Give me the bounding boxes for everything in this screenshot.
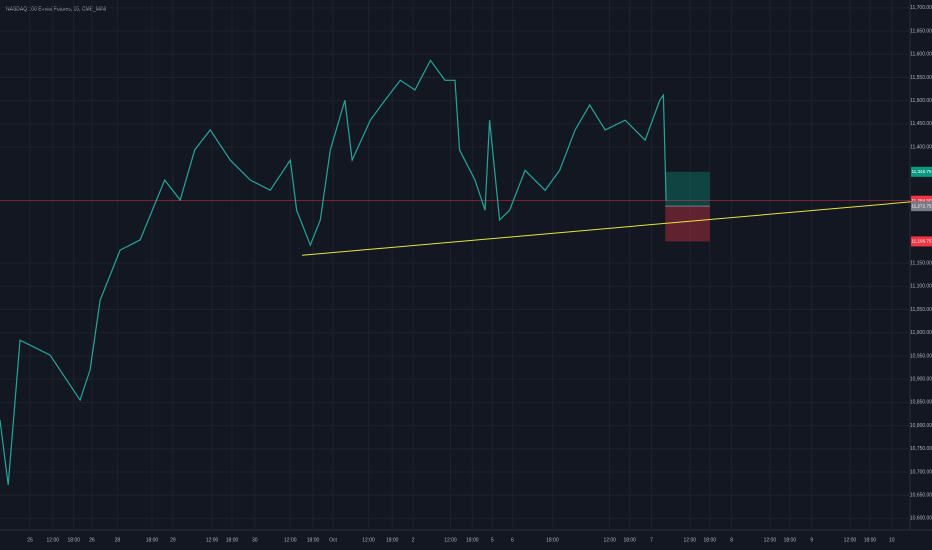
y-tick-label: 10,700.00 [910, 469, 932, 475]
x-tick-label: 25 [27, 537, 33, 543]
entry-tag [911, 201, 932, 212]
y-tick-label: 10,900.00 [910, 376, 932, 382]
x-tick-label: 18:00 [146, 537, 159, 543]
x-tick-label: 12:00 [284, 537, 297, 543]
y-tick-label: 10,800.00 [910, 423, 932, 429]
x-tick-label: 18:00 [226, 537, 239, 543]
y-tick-label: 10,950.00 [910, 353, 932, 359]
current-price-tag [911, 195, 932, 206]
x-tick-label: 18:00 [307, 537, 320, 543]
x-tick-label: 12:00 [603, 537, 616, 543]
x-tick-label: 7 [650, 537, 653, 543]
x-tick-label: 18:00 [386, 537, 399, 543]
x-tick-label: 10 [889, 537, 895, 543]
trendline [302, 199, 932, 256]
x-tick-label: 12:00 [362, 537, 375, 543]
x-tick-label: 18:00 [784, 537, 797, 543]
y-tick-label: 11,050.00 [910, 307, 932, 313]
y-tick-label: 10,600.00 [910, 516, 932, 522]
x-tick-label: 2 [412, 537, 415, 543]
y-tick-label: 11,450.00 [910, 121, 932, 127]
y-tick-label: 11,550.00 [910, 75, 932, 81]
x-tick-label: 30 [252, 537, 258, 543]
x-tick-label: 18:00 [623, 537, 636, 543]
entry-label: 11,272.75 [911, 203, 932, 208]
y-tick-label: 11,650.00 [910, 28, 932, 34]
stop-zone [665, 206, 710, 242]
x-tick-label: 12:00 [206, 537, 219, 543]
y-tick-label: 11,500.00 [910, 98, 932, 104]
y-tick-label: 11,000.00 [910, 330, 932, 336]
y-tick-label: 11,700.00 [910, 5, 932, 11]
x-tick-label: 18:00 [466, 537, 479, 543]
x-tick-label: 29 [170, 537, 176, 543]
price-line [0, 59, 667, 486]
y-tick-label: 10,750.00 [910, 446, 932, 452]
x-tick-label: 26 [89, 537, 95, 543]
x-tick-label: 28 [115, 537, 121, 543]
target-label: 11,346.75 [911, 169, 932, 174]
stop-label: 11,196.75 [911, 239, 932, 244]
x-tick-label: 12:00 [764, 537, 777, 543]
chart-title: NASDAQ 100 E-mini Futures, 15, CME_MINI [6, 6, 106, 12]
current-price-label: 11,284.50 [911, 198, 932, 203]
x-tick-label: 12:00 [684, 537, 697, 543]
y-tick-label: 11,100.00 [910, 284, 932, 290]
x-tick-label: 18:00 [864, 537, 877, 543]
x-tick-label: 8 [730, 537, 733, 543]
x-tick-label: 12:00 [47, 537, 60, 543]
stop-tag [911, 236, 932, 247]
target-zone [665, 171, 710, 207]
x-tick-label: 6 [511, 537, 514, 543]
x-tick-label: 18:00 [704, 537, 717, 543]
y-tick-label: 11,400.00 [910, 144, 932, 150]
x-tick-label: Oct [329, 537, 337, 543]
target-tag [911, 166, 932, 177]
y-tick-label: 10,850.00 [910, 400, 932, 406]
x-tick-label: 18:00 [67, 537, 80, 543]
x-tick-label: 18:00 [546, 537, 559, 543]
y-tick-label: 11,150.00 [910, 260, 932, 266]
x-tick-label: 12:00 [844, 537, 857, 543]
x-tick-label: 12:00 [444, 537, 457, 543]
y-tick-label: 10,650.00 [910, 493, 932, 499]
y-tick-label: 11,600.00 [910, 52, 932, 58]
x-tick-label: 5 [491, 537, 494, 543]
x-tick-label: 9 [810, 537, 813, 543]
